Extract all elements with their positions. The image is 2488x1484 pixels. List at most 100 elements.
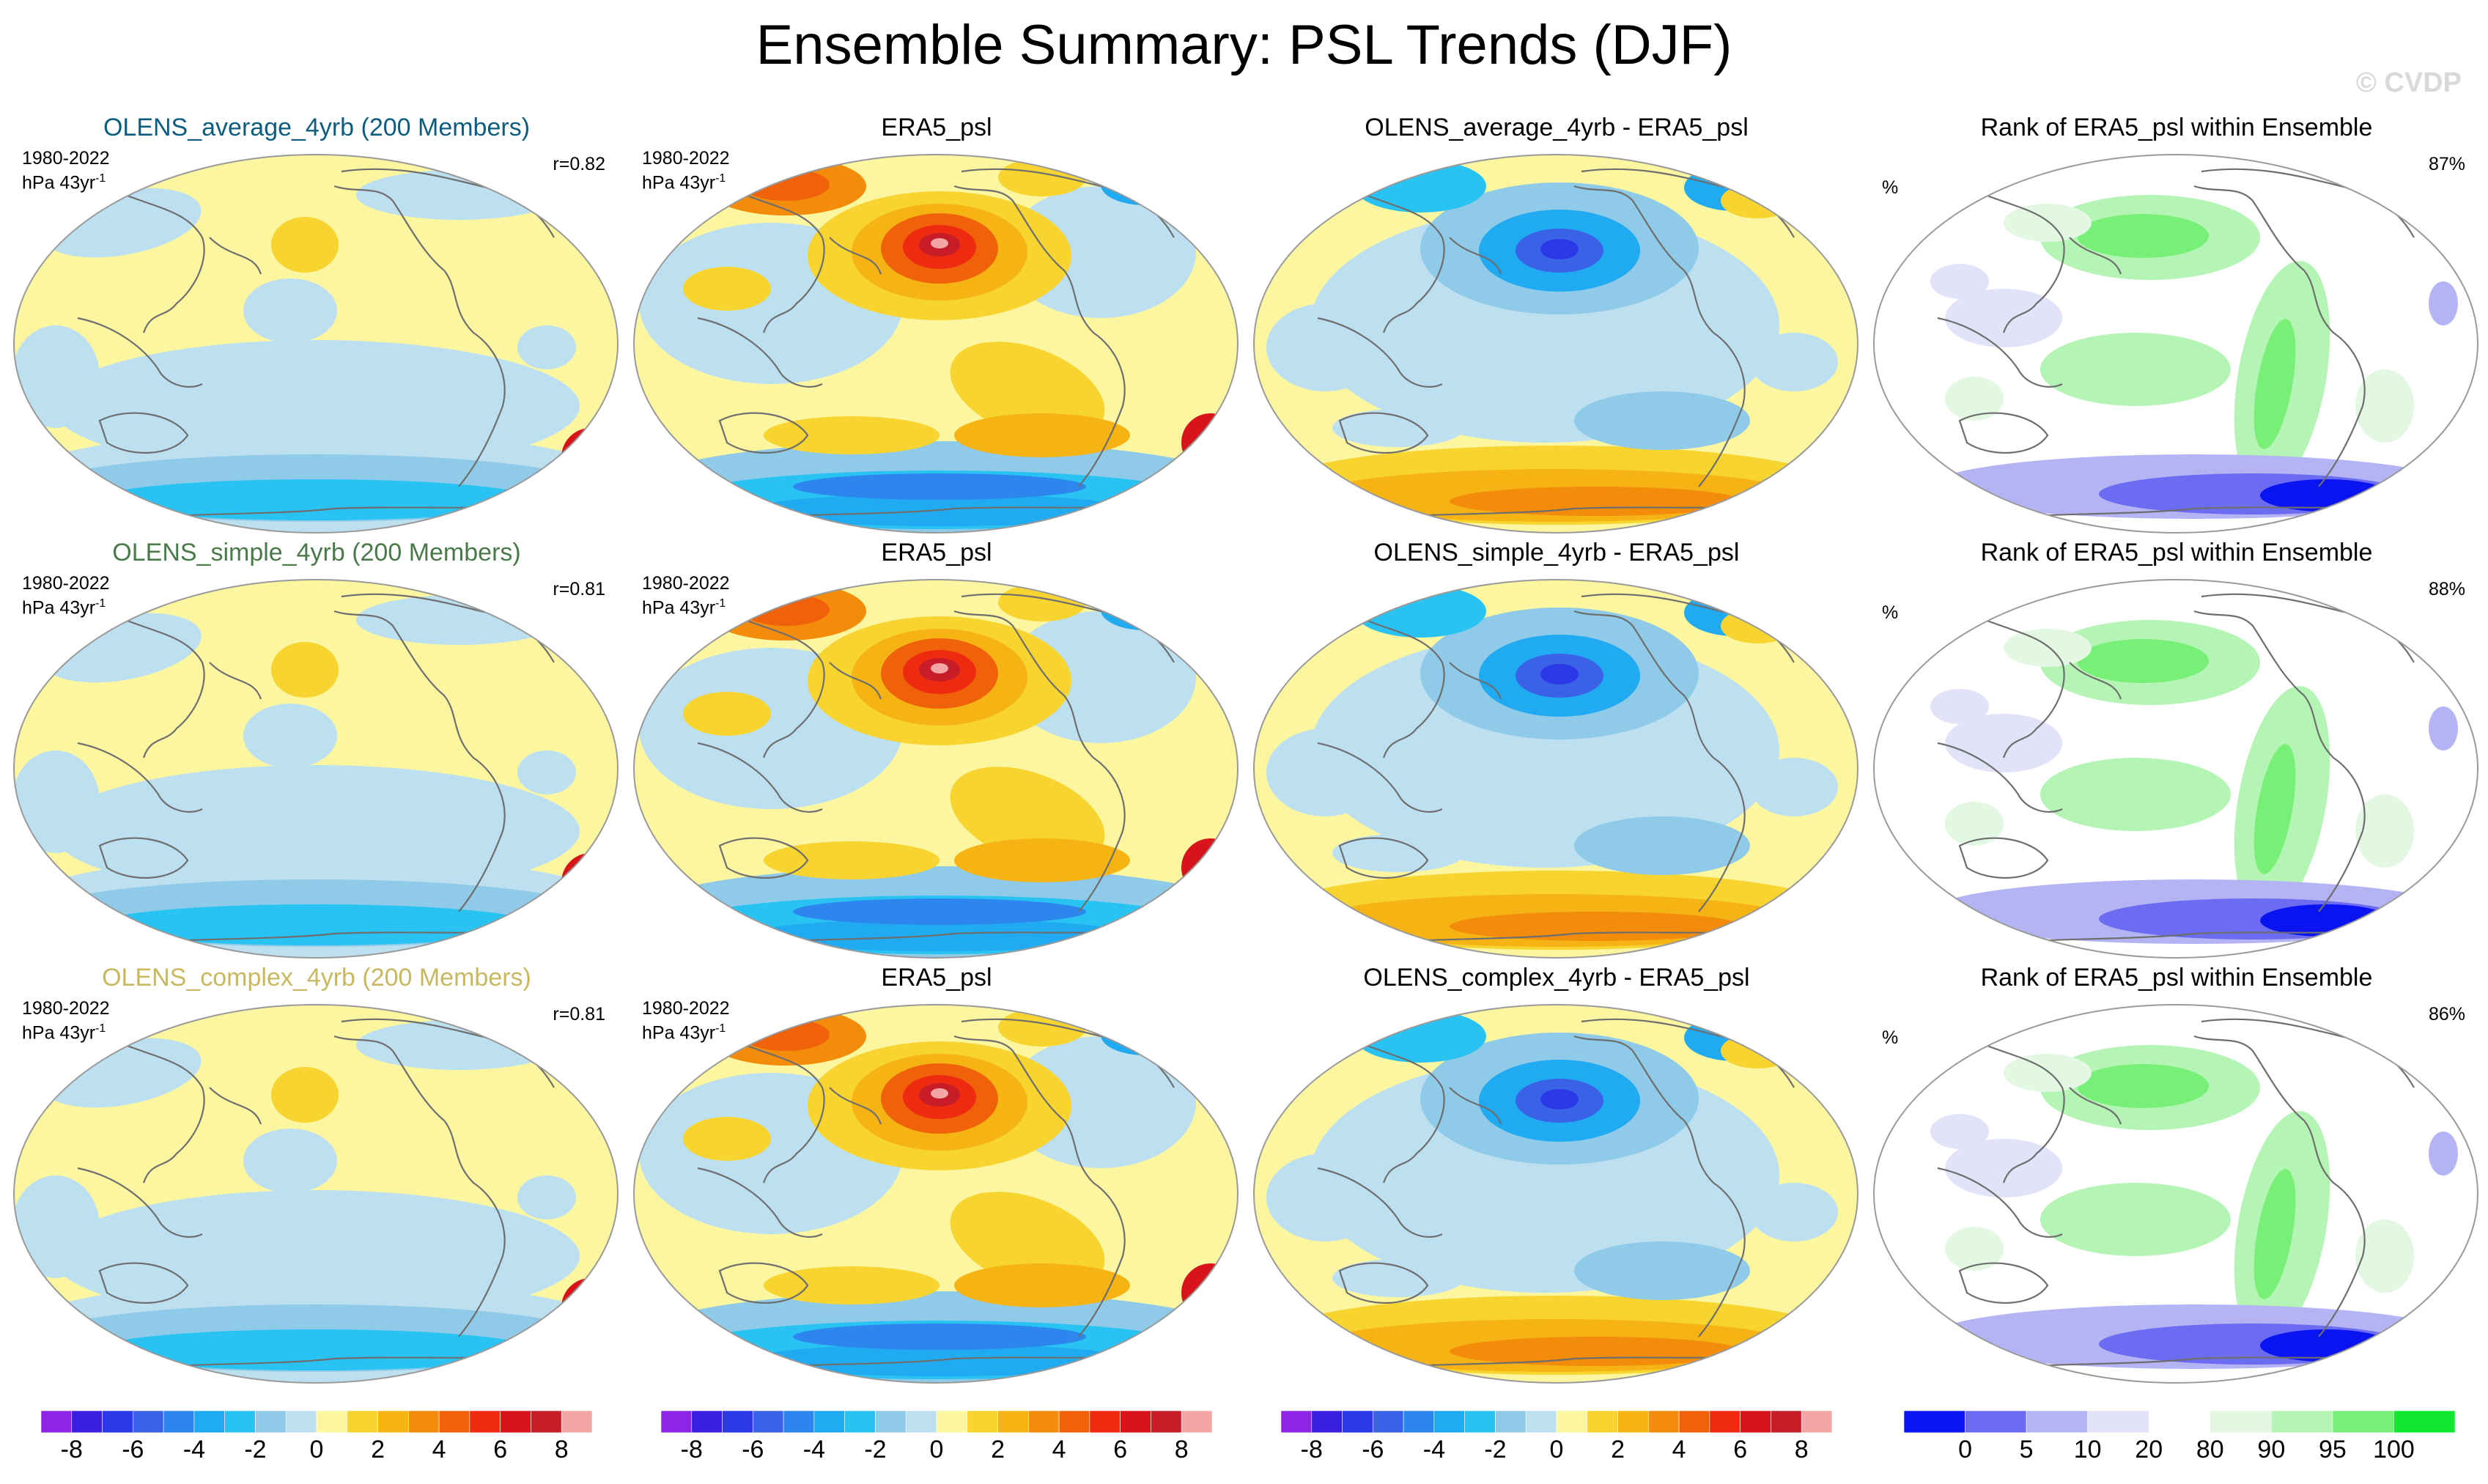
- contour-region: [271, 217, 339, 273]
- units-exponent: -1: [95, 597, 106, 610]
- panel-period: 1980-2022: [22, 148, 110, 169]
- colorbar-swatch: [2393, 1410, 2456, 1433]
- coastline: [697, 317, 823, 388]
- contour-region: [96, 904, 536, 945]
- contour-region: [683, 692, 771, 736]
- colorbar-swatch: [997, 1410, 1029, 1433]
- world-map: [633, 154, 1239, 534]
- world-map: [13, 1004, 619, 1384]
- contour-region: [2040, 1183, 2231, 1256]
- panel-title: Rank of ERA5_psl within Ensemble: [1980, 114, 2373, 141]
- colorbar-swatch: [1433, 1410, 1465, 1433]
- colorbar-swatches: [40, 1410, 593, 1433]
- contour-region: [1750, 333, 1838, 391]
- contour-region: [1450, 1337, 1743, 1366]
- colorbar-tick-label: 0: [1958, 1436, 1973, 1463]
- coastline: [1573, 1035, 1746, 1337]
- contour-region: [1945, 802, 2004, 846]
- colorbar-swatch: [1089, 1410, 1121, 1433]
- contour-region: [954, 413, 1130, 457]
- coastline: [2193, 610, 2366, 912]
- rank-summary-value: 86%: [2428, 1004, 2465, 1025]
- panel-title: OLENS_complex_4yrb - ERA5_psl: [1363, 964, 1750, 992]
- contour-region: [2040, 758, 2231, 831]
- contour-region: [1945, 377, 2004, 421]
- map-outline: [1873, 1004, 2478, 1384]
- colorbar-tick-label: -4: [802, 1436, 825, 1463]
- contour-region: [243, 704, 337, 768]
- colorbar-tick-label: 100: [2373, 1436, 2415, 1463]
- colorbar-tick-label: -4: [1422, 1436, 1445, 1463]
- colorbar-tick-label: -2: [864, 1436, 887, 1463]
- panel-units: hPa 43yr-1: [22, 594, 106, 618]
- contour-region: [517, 1175, 576, 1219]
- colorbar-swatch: [875, 1410, 907, 1433]
- panel-title: OLENS_average_4yrb (200 Members): [103, 114, 531, 141]
- units-exponent: -1: [715, 1022, 726, 1035]
- colorbar-swatch: [691, 1410, 723, 1433]
- colorbar-swatch: [500, 1410, 531, 1433]
- colorbar-swatches: [1280, 1410, 1833, 1433]
- colorbar-swatch: [438, 1410, 470, 1433]
- coastline: [2069, 1087, 2122, 1125]
- colorbar-swatch: [1464, 1410, 1496, 1433]
- map-outline: [13, 154, 619, 534]
- colorbar-tick-label: 95: [2318, 1436, 2347, 1463]
- map-outline: [1253, 154, 1858, 534]
- coastline: [1449, 237, 1502, 275]
- colorbar-swatch: [1556, 1410, 1588, 1433]
- coastline: [1958, 412, 2049, 454]
- colorbar-swatch: [163, 1410, 195, 1433]
- contour-region: [931, 238, 948, 248]
- colorbar-tick-label: 80: [2196, 1436, 2224, 1463]
- contour-region: [742, 594, 830, 626]
- panel-units: hPa 43yr-1: [642, 594, 726, 618]
- contour-region: [1101, 589, 1189, 630]
- coastline: [1937, 317, 2063, 388]
- units-exponent: -1: [715, 597, 726, 610]
- contour-region: [931, 1088, 948, 1099]
- world-map: [1873, 579, 2478, 959]
- contour-region: [1945, 1227, 2004, 1271]
- colorbar-swatch: [531, 1410, 562, 1433]
- map-outline: [1873, 154, 2478, 534]
- map-panel-obs: ERA5_psl 1980-2022 hPa 43yr-1: [626, 963, 1247, 1388]
- map-panel-rank: Rank of ERA5_psl within Ensemble% 88%: [1866, 538, 2487, 963]
- colorbar-tick-label: 5: [2019, 1436, 2034, 1463]
- colorbar-swatch: [224, 1410, 256, 1433]
- coastline: [1317, 1167, 1443, 1238]
- world-map: [1253, 1004, 1858, 1384]
- coastline: [953, 1035, 1126, 1337]
- contour-region: [1540, 1089, 1579, 1110]
- colorbar-swatch: [753, 1410, 784, 1433]
- coastline: [1981, 1042, 2065, 1184]
- world-map: [13, 154, 619, 534]
- contour-region: [1332, 1259, 1464, 1297]
- contour-region: [517, 750, 576, 794]
- contour-region: [2260, 479, 2392, 512]
- contour-region: [1266, 303, 1384, 391]
- contour-region: [2077, 639, 2209, 683]
- colorbar-swatch: [1181, 1410, 1213, 1433]
- colorbar-labels: -8 -6 -4 -2 0 2 4 6 8: [661, 1436, 1212, 1472]
- colorbar-swatch: [783, 1410, 815, 1433]
- contour-region: [243, 278, 337, 343]
- contour-region: [1450, 912, 1743, 941]
- map-panel-diff: OLENS_simple_4yrb - ERA5_psl: [1246, 538, 1867, 963]
- colorbar-swatch: [722, 1410, 753, 1433]
- colorbar-labels: -8 -6 -4 -2 0 2 4 6 8: [41, 1436, 592, 1472]
- colorbar-swatches: [1903, 1410, 2456, 1433]
- coastline: [1338, 412, 1429, 454]
- colorbar-swatch: [1709, 1410, 1741, 1433]
- colorbar-swatch: [813, 1410, 845, 1433]
- colorbar-swatch: [1120, 1410, 1151, 1433]
- contour-region: [793, 1324, 1086, 1350]
- colorbar-labels: 0 5 10 20 80 90 95 100: [1904, 1436, 2455, 1472]
- contour-region: [1332, 409, 1464, 447]
- colorbar-swatch: [1740, 1410, 1771, 1433]
- coastline: [1361, 1042, 1445, 1184]
- coastline: [1449, 1087, 1502, 1125]
- contour-region: [517, 325, 576, 369]
- colorbar-swatch: [102, 1410, 133, 1433]
- panel-units: hPa 43yr-1: [22, 169, 106, 193]
